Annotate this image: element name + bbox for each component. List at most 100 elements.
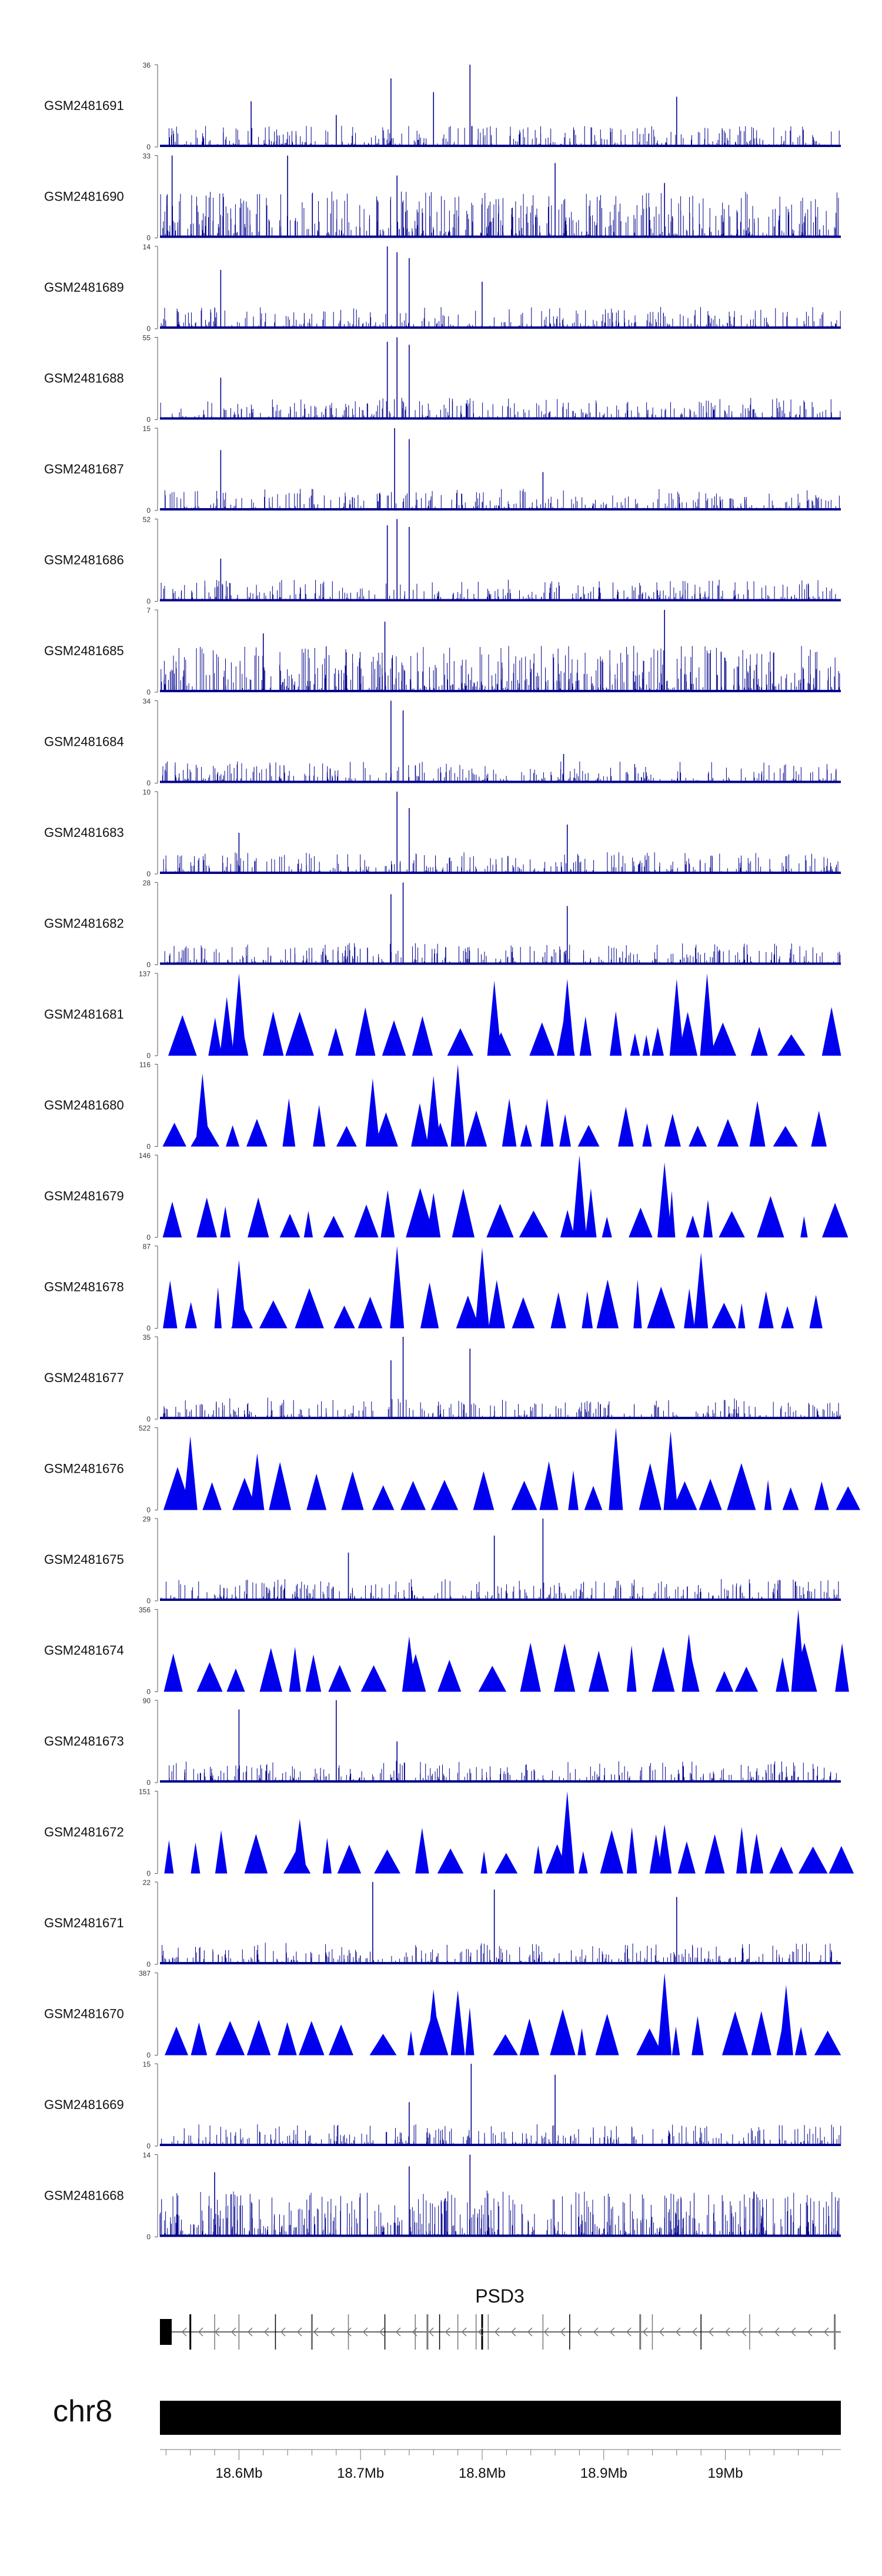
coverage-baseline — [160, 1599, 841, 1601]
y-axis-max-label: 90 — [143, 1697, 151, 1705]
y-axis-max-label: 356 — [139, 1606, 151, 1614]
y-axis-min-label: 0 — [146, 598, 151, 606]
track-GSM2481671: GSM2481671 22 0 — [44, 1878, 841, 1968]
y-axis-min-label: 0 — [146, 1052, 151, 1060]
gene-annotation: PSD3 — [160, 2285, 841, 2350]
track-GSM2481689: GSM2481689 14 0 — [44, 243, 841, 333]
track-GSM2481680: GSM2481680 116 0 — [44, 1061, 827, 1151]
peak-mark — [183, 1436, 198, 1510]
y-axis-max-label: 387 — [139, 1970, 151, 1978]
y-axis-max-label: 35 — [143, 1333, 151, 1342]
strand-arrow-icon — [790, 2327, 796, 2337]
strand-arrow-icon — [642, 2327, 648, 2337]
peak-mark — [390, 1246, 405, 1329]
track-label: GSM2481683 — [44, 825, 124, 840]
coverage-baseline — [160, 508, 841, 510]
strand-arrow-icon — [214, 2327, 220, 2337]
track-GSM2481684: GSM2481684 34 0 — [44, 698, 841, 788]
track-GSM2481686: GSM2481686 52 0 — [44, 516, 841, 606]
strand-arrow-icon — [412, 2327, 417, 2337]
strand-arrow-icon — [593, 2327, 599, 2337]
strand-arrow-icon — [543, 2327, 549, 2337]
track-GSM2481683: GSM2481683 10 0 — [44, 788, 841, 878]
track-label: GSM2481689 — [44, 280, 124, 295]
y-axis-min-label: 0 — [146, 325, 151, 333]
y-axis-min-label: 0 — [146, 1506, 151, 1514]
peak-mark — [609, 1427, 623, 1510]
coverage-baseline — [160, 780, 841, 783]
peak-mark — [475, 1247, 489, 1329]
y-axis-min-label: 0 — [146, 416, 151, 424]
y-axis-max-label: 28 — [143, 879, 151, 887]
track-GSM2481672: GSM2481672 151 0 — [44, 1788, 854, 1878]
coverage-bars — [161, 1579, 840, 1601]
y-axis-max-label: 151 — [139, 1788, 151, 1796]
chromosome-ideogram: chr8 — [53, 2394, 841, 2435]
track-GSM2481676: GSM2481676 522 0 — [44, 1424, 861, 1514]
strand-arrow-icon — [280, 2327, 286, 2337]
strand-arrow-icon — [461, 2327, 467, 2337]
track-label: GSM2481679 — [44, 1189, 124, 1203]
genome-tick-label: 18.6Mb — [215, 2465, 262, 2481]
gene-exon — [160, 2319, 172, 2345]
y-axis-max-label: 87 — [143, 1243, 151, 1251]
coverage-area — [168, 1007, 841, 1056]
y-axis-max-label: 34 — [143, 698, 151, 706]
track-GSM2481669: GSM2481669 15 0 — [44, 2060, 841, 2150]
track-label: GSM2481684 — [44, 735, 124, 749]
strand-arrow-icon — [560, 2327, 566, 2337]
peak-mark — [700, 973, 714, 1056]
coverage-bars — [162, 943, 841, 965]
y-axis-min-label: 0 — [146, 2051, 151, 2060]
strand-arrow-icon — [230, 2327, 236, 2337]
coverage-bars — [162, 761, 840, 783]
strand-arrow-icon — [198, 2327, 203, 2337]
chromosome-bar — [160, 2401, 841, 2435]
y-axis-min-label: 0 — [146, 1143, 151, 1151]
y-axis-min-label: 0 — [146, 1870, 151, 1878]
track-label: GSM2481685 — [44, 643, 124, 658]
track-GSM2481682: GSM2481682 28 0 — [44, 879, 841, 969]
peak-mark — [450, 1064, 465, 1147]
y-axis-max-label: 14 — [143, 2151, 151, 2160]
y-axis-min-label: 0 — [146, 2142, 151, 2150]
coverage-bars — [163, 125, 840, 147]
coverage-area — [165, 2007, 841, 2056]
track-GSM2481691: GSM2481691 36 0 — [44, 61, 841, 151]
track-label: GSM2481669 — [44, 2097, 124, 2112]
peak-mark — [426, 1075, 441, 1147]
track-label: GSM2481672 — [44, 1825, 124, 1840]
coverage-baseline — [160, 2234, 841, 2237]
coverage-baseline — [160, 2144, 841, 2146]
strand-arrow-icon — [774, 2327, 780, 2337]
peak-mark — [657, 1973, 672, 2056]
track-label: GSM2481690 — [44, 189, 124, 204]
y-axis-max-label: 10 — [143, 788, 151, 796]
y-axis-max-label: 55 — [143, 334, 151, 342]
strand-arrow-icon — [263, 2327, 269, 2337]
track-label: GSM2481676 — [44, 1461, 124, 1476]
coverage-baseline — [160, 1780, 841, 1783]
genome-tick-label: 19Mb — [708, 2465, 743, 2481]
y-axis-max-label: 116 — [139, 1061, 151, 1069]
peak-mark — [669, 979, 684, 1056]
strand-arrow-icon — [741, 2327, 747, 2337]
track-GSM2481668: GSM2481668 14 0 — [44, 2151, 841, 2241]
coverage-bars — [160, 191, 839, 238]
track-GSM2481678: GSM2481678 87 0 — [44, 1243, 823, 1333]
peak-mark — [663, 1431, 678, 1510]
coverage-area — [162, 1188, 848, 1237]
peak-mark — [450, 1990, 465, 2056]
coverage-bars — [161, 1761, 841, 1783]
track-GSM2481687: GSM2481687 15 0 — [44, 425, 841, 515]
y-axis-max-label: 7 — [146, 606, 151, 615]
track-GSM2481673: GSM2481673 90 0 — [44, 1697, 841, 1787]
track-label: GSM2481677 — [44, 1370, 124, 1385]
coverage-area — [164, 1827, 854, 1874]
track-label: GSM2481691 — [44, 98, 124, 113]
gene-name-label: PSD3 — [475, 2285, 524, 2307]
peak-mark — [250, 1453, 265, 1510]
strand-arrow-icon — [527, 2327, 533, 2337]
y-axis-min-label: 0 — [146, 2233, 151, 2241]
coverage-bars — [160, 398, 841, 420]
